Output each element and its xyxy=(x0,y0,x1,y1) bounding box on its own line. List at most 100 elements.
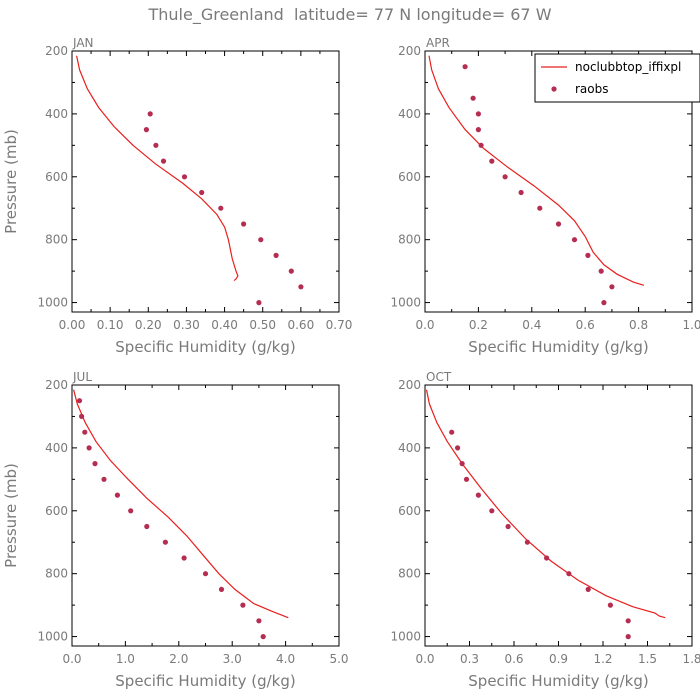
raobs-point xyxy=(537,205,543,211)
panel-title: OCT xyxy=(426,370,452,384)
raobs-point xyxy=(181,555,187,561)
raobs-point xyxy=(505,523,511,530)
plot-area xyxy=(76,55,304,306)
x-tick-label: 0.00 xyxy=(59,318,86,332)
raobs-point xyxy=(475,111,481,117)
plot-area xyxy=(428,55,645,306)
raobs-point xyxy=(462,64,468,70)
x-tick-label: 5.0 xyxy=(329,652,348,666)
raobs-point xyxy=(86,445,92,451)
x-tick-label: 0.4 xyxy=(522,318,541,332)
raobs-point xyxy=(625,618,631,624)
raobs-point xyxy=(92,461,98,467)
figure-title: Thule_Greenland latitude= 77 N longitude… xyxy=(147,5,551,25)
panel-title: JAN xyxy=(72,36,94,50)
raobs-point xyxy=(489,508,495,514)
raobs-point xyxy=(478,142,484,148)
y-tick-label: 200 xyxy=(45,378,68,392)
x-axis-label: Specific Humidity (g/kg) xyxy=(468,672,648,690)
raobs-point xyxy=(470,95,476,101)
legend-marker-swatch xyxy=(551,86,557,92)
x-tick-label: 0.60 xyxy=(287,318,314,332)
x-tick-label: 4.0 xyxy=(276,652,295,666)
y-axis-label: Pressure (mb) xyxy=(2,129,20,234)
y-tick-label: 600 xyxy=(45,170,68,184)
y-tick-label: 400 xyxy=(398,107,421,121)
raobs-point xyxy=(144,523,150,530)
plot-frame xyxy=(71,384,340,647)
x-tick-label: 1.5 xyxy=(638,652,657,666)
model-profile-line xyxy=(428,55,645,286)
y-tick-label: 600 xyxy=(398,170,421,184)
x-tick-label: 2.0 xyxy=(169,652,188,666)
x-tick-label: 0.6 xyxy=(504,652,523,666)
raobs-point xyxy=(566,571,572,577)
x-tick-label: 0.70 xyxy=(326,318,353,332)
panel-jul: 0.0 1.0 2.0 3.0 4.0 5.0 200 400 600 800 1000 JUL Spe… xyxy=(2,370,349,690)
y-tick-label: 1000 xyxy=(390,630,421,644)
raobs-point xyxy=(459,461,465,467)
y-tick-label: 600 xyxy=(398,504,421,518)
raobs-point xyxy=(625,634,631,640)
y-tick-label: 800 xyxy=(45,233,68,247)
x-tick-label: 1.8 xyxy=(682,652,700,666)
x-tick-label: 0.6 xyxy=(576,318,595,332)
model-profile-line xyxy=(425,389,666,619)
y-tick-label: 1000 xyxy=(390,296,421,310)
raobs-point xyxy=(241,221,247,227)
x-tick-label: 0.40 xyxy=(211,318,238,332)
y-tick-label: 200 xyxy=(398,378,421,392)
raobs-point xyxy=(181,174,188,180)
raobs-point xyxy=(598,268,604,274)
x-tick-label: 0.2 xyxy=(469,318,488,332)
raobs-point xyxy=(609,284,615,290)
x-tick-label: 0.20 xyxy=(135,318,162,332)
raobs-point xyxy=(256,300,262,306)
x-tick-label: 0.0 xyxy=(415,652,434,666)
raobs-point xyxy=(143,127,149,133)
y-tick-label: 1000 xyxy=(37,630,68,644)
y-tick-label: 800 xyxy=(398,233,421,247)
raobs-point xyxy=(585,586,591,593)
y-tick-label: 400 xyxy=(398,441,421,455)
y-tick-label: 800 xyxy=(398,567,421,581)
y-tick-label: 1000 xyxy=(37,296,68,310)
raobs-point xyxy=(153,142,159,148)
panel-oct: 0.0 0.3 0.6 0.9 1.2 1.5 1.8 200 400 600 800 1000 OCT… xyxy=(390,370,700,690)
raobs-point xyxy=(260,634,266,640)
raobs-point xyxy=(202,571,209,577)
panel-title: JUL xyxy=(72,370,92,384)
raobs-point xyxy=(544,555,550,561)
raobs-point xyxy=(298,284,304,290)
plot-frame xyxy=(71,50,340,313)
raobs-point xyxy=(288,268,294,274)
raobs-point xyxy=(258,237,264,243)
legend-box xyxy=(534,53,700,103)
raobs-point xyxy=(162,539,168,545)
y-tick-label: 200 xyxy=(398,44,421,58)
raobs-point xyxy=(101,476,107,482)
raobs-point xyxy=(489,158,495,164)
raobs-point xyxy=(524,539,531,545)
x-axis-label: Specific Humidity (g/kg) xyxy=(115,338,295,356)
x-tick-label: 0.3 xyxy=(460,652,479,666)
y-tick-label: 200 xyxy=(45,44,68,58)
raobs-point xyxy=(455,445,461,451)
raobs-point xyxy=(449,429,455,435)
x-tick-label: 0.0 xyxy=(62,652,81,666)
legend-label: raobs xyxy=(575,82,609,96)
y-axis-label: Pressure (mb) xyxy=(2,463,20,568)
raobs-point xyxy=(607,602,614,608)
raobs-point xyxy=(463,476,470,482)
x-tick-label: 1.2 xyxy=(593,652,612,666)
panel-apr: 0.0 0.2 0.4 0.6 0.8 1.0 200 400 600 800 1000 APR Spe… xyxy=(390,36,700,356)
raobs-point xyxy=(571,237,578,243)
raobs-point xyxy=(76,398,83,404)
x-tick-label: 0.30 xyxy=(173,318,200,332)
x-axis-label: Specific Humidity (g/kg) xyxy=(468,338,648,356)
raobs-point xyxy=(218,205,224,211)
raobs-point xyxy=(199,189,205,196)
